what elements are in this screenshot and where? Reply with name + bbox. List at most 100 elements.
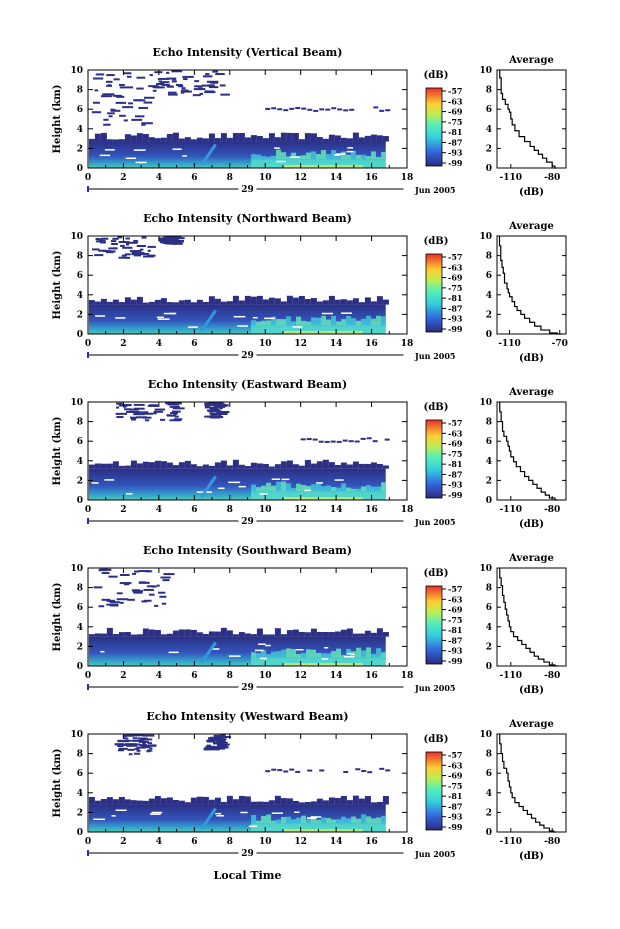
upper-echo-cell — [95, 238, 101, 241]
layer-edge-cell — [298, 802, 305, 805]
avg-x-tick-label: -110 — [500, 505, 523, 515]
surface-echo-cell — [256, 820, 262, 824]
upper-echo-cell — [169, 241, 181, 244]
avg-y-tick-label: 2 — [486, 808, 492, 818]
colorbar-tick-label: -87 — [448, 303, 462, 313]
layer-gap — [344, 655, 355, 658]
layer-edge-cell — [94, 133, 101, 142]
y-tick-label: 2 — [77, 808, 83, 818]
upper-echo-cell — [167, 403, 179, 406]
layer-edge-cell — [118, 139, 125, 142]
colorbar-tick-label: -69 — [448, 439, 463, 449]
average-title: Average — [508, 719, 554, 730]
heatmap-title: Echo Intensity (Vertical Beam) — [152, 46, 342, 59]
x-tick-label: 12 — [294, 339, 307, 349]
layer-edge-cell — [196, 796, 203, 805]
x-tick-label: 0 — [85, 671, 91, 681]
layer-gap — [295, 648, 304, 651]
avg-y-tick-label: 4 — [486, 291, 492, 301]
y-axis-label: Height (km) — [52, 583, 63, 652]
upper-echo-cell — [133, 743, 141, 746]
upper-echo-cell — [137, 249, 142, 252]
upper-echo-cell — [182, 75, 194, 78]
layer-edge-cell — [196, 632, 203, 637]
upper-echo-cell — [117, 745, 124, 748]
surface-echo-cell — [376, 817, 382, 824]
layer-edge-cell — [202, 464, 209, 469]
upper-echo-cell — [124, 253, 131, 256]
layer-edge-cell — [382, 795, 389, 805]
layer-edge-cell — [88, 300, 95, 305]
upper-echo-cell — [192, 94, 201, 97]
layer-edge-cell — [286, 798, 293, 805]
surface-echo-cell — [271, 155, 277, 160]
avg-y-tick-label: 8 — [486, 252, 492, 262]
avg-y-tick-label: 6 — [486, 603, 492, 613]
layer-gap — [133, 149, 146, 151]
layer-edge-cell — [232, 459, 239, 469]
layer-edge-cell — [298, 631, 305, 637]
upper-echo-cell — [167, 91, 177, 94]
avg-y-tick-label: 6 — [486, 769, 492, 779]
y-tick-label: 8 — [77, 86, 83, 96]
upper-echo-cell — [124, 408, 132, 411]
layer-edge-cell — [316, 798, 323, 805]
upper-echo-cell — [118, 256, 125, 259]
x-tick-label: 10 — [259, 173, 272, 183]
upper-echo-cell — [119, 114, 126, 117]
surface-echo-cell — [266, 320, 272, 326]
layer-edge-cell — [106, 139, 113, 142]
layer-edge-cell — [172, 302, 179, 305]
upper-echo-cell — [103, 123, 111, 126]
thin-layer-cell — [265, 770, 271, 773]
layer-edge-cell — [178, 138, 185, 142]
thin-layer-cell — [283, 770, 289, 773]
layer-edge-cell — [100, 132, 107, 142]
upper-echo-cell — [166, 77, 177, 80]
upper-echo-cell — [199, 92, 203, 95]
layer-edge-cell — [124, 632, 131, 637]
panel-row-1: Echo Intensity (Vertical Beam) 0 2 4 6 8 10 12 1… — [52, 46, 567, 198]
upper-echo-cell — [209, 412, 213, 415]
upper-echo-cell — [217, 745, 221, 748]
layer-edge-cell — [376, 464, 383, 469]
upper-echo-cell — [206, 740, 216, 743]
layer-edge-cell — [376, 135, 383, 142]
surface-bright-echo — [251, 657, 386, 666]
upper-echo-cell — [119, 86, 124, 89]
upper-echo-cell — [217, 412, 228, 415]
layer-edge-cell — [382, 299, 389, 305]
colorbar-tick-label: -75 — [448, 449, 462, 459]
layer-edge-cell — [334, 465, 341, 469]
layer-gap — [149, 813, 161, 815]
day-label-bg — [238, 183, 257, 194]
layer-gap — [172, 148, 182, 150]
layer-edge-cell — [160, 798, 167, 805]
layer-gap — [156, 316, 164, 319]
layer-gap — [271, 812, 283, 814]
upper-echo-cell — [122, 86, 134, 89]
date-label: Jun 2005 — [414, 683, 455, 693]
layer-edge-cell — [136, 634, 143, 637]
layer-edge-cell — [364, 630, 371, 637]
layer-edge-cell — [316, 631, 323, 637]
layer-edge-cell — [328, 462, 335, 469]
layer-edge-cell — [88, 464, 95, 469]
surface-echo-cell — [326, 485, 332, 492]
surface-echo-cell — [331, 819, 337, 824]
upper-echo-cell — [106, 80, 113, 83]
layer-edge-cell — [346, 138, 353, 142]
layer-edge-cell — [310, 801, 317, 805]
upper-echo-cell — [109, 601, 120, 604]
thin-layer-cell — [385, 109, 391, 112]
upper-echo-cell — [128, 734, 140, 737]
upper-echo-cell — [153, 412, 157, 415]
layer-edge-cell — [160, 298, 167, 305]
upper-echo-cell — [147, 742, 153, 745]
x-tick-label: 18 — [401, 837, 414, 847]
colorbar-tick-label: -93 — [448, 314, 463, 324]
surface-echo-cell — [296, 817, 302, 824]
layer-edge-cell — [220, 801, 227, 805]
surface-echo-cell — [271, 651, 277, 658]
upper-echo-cell — [117, 739, 123, 742]
